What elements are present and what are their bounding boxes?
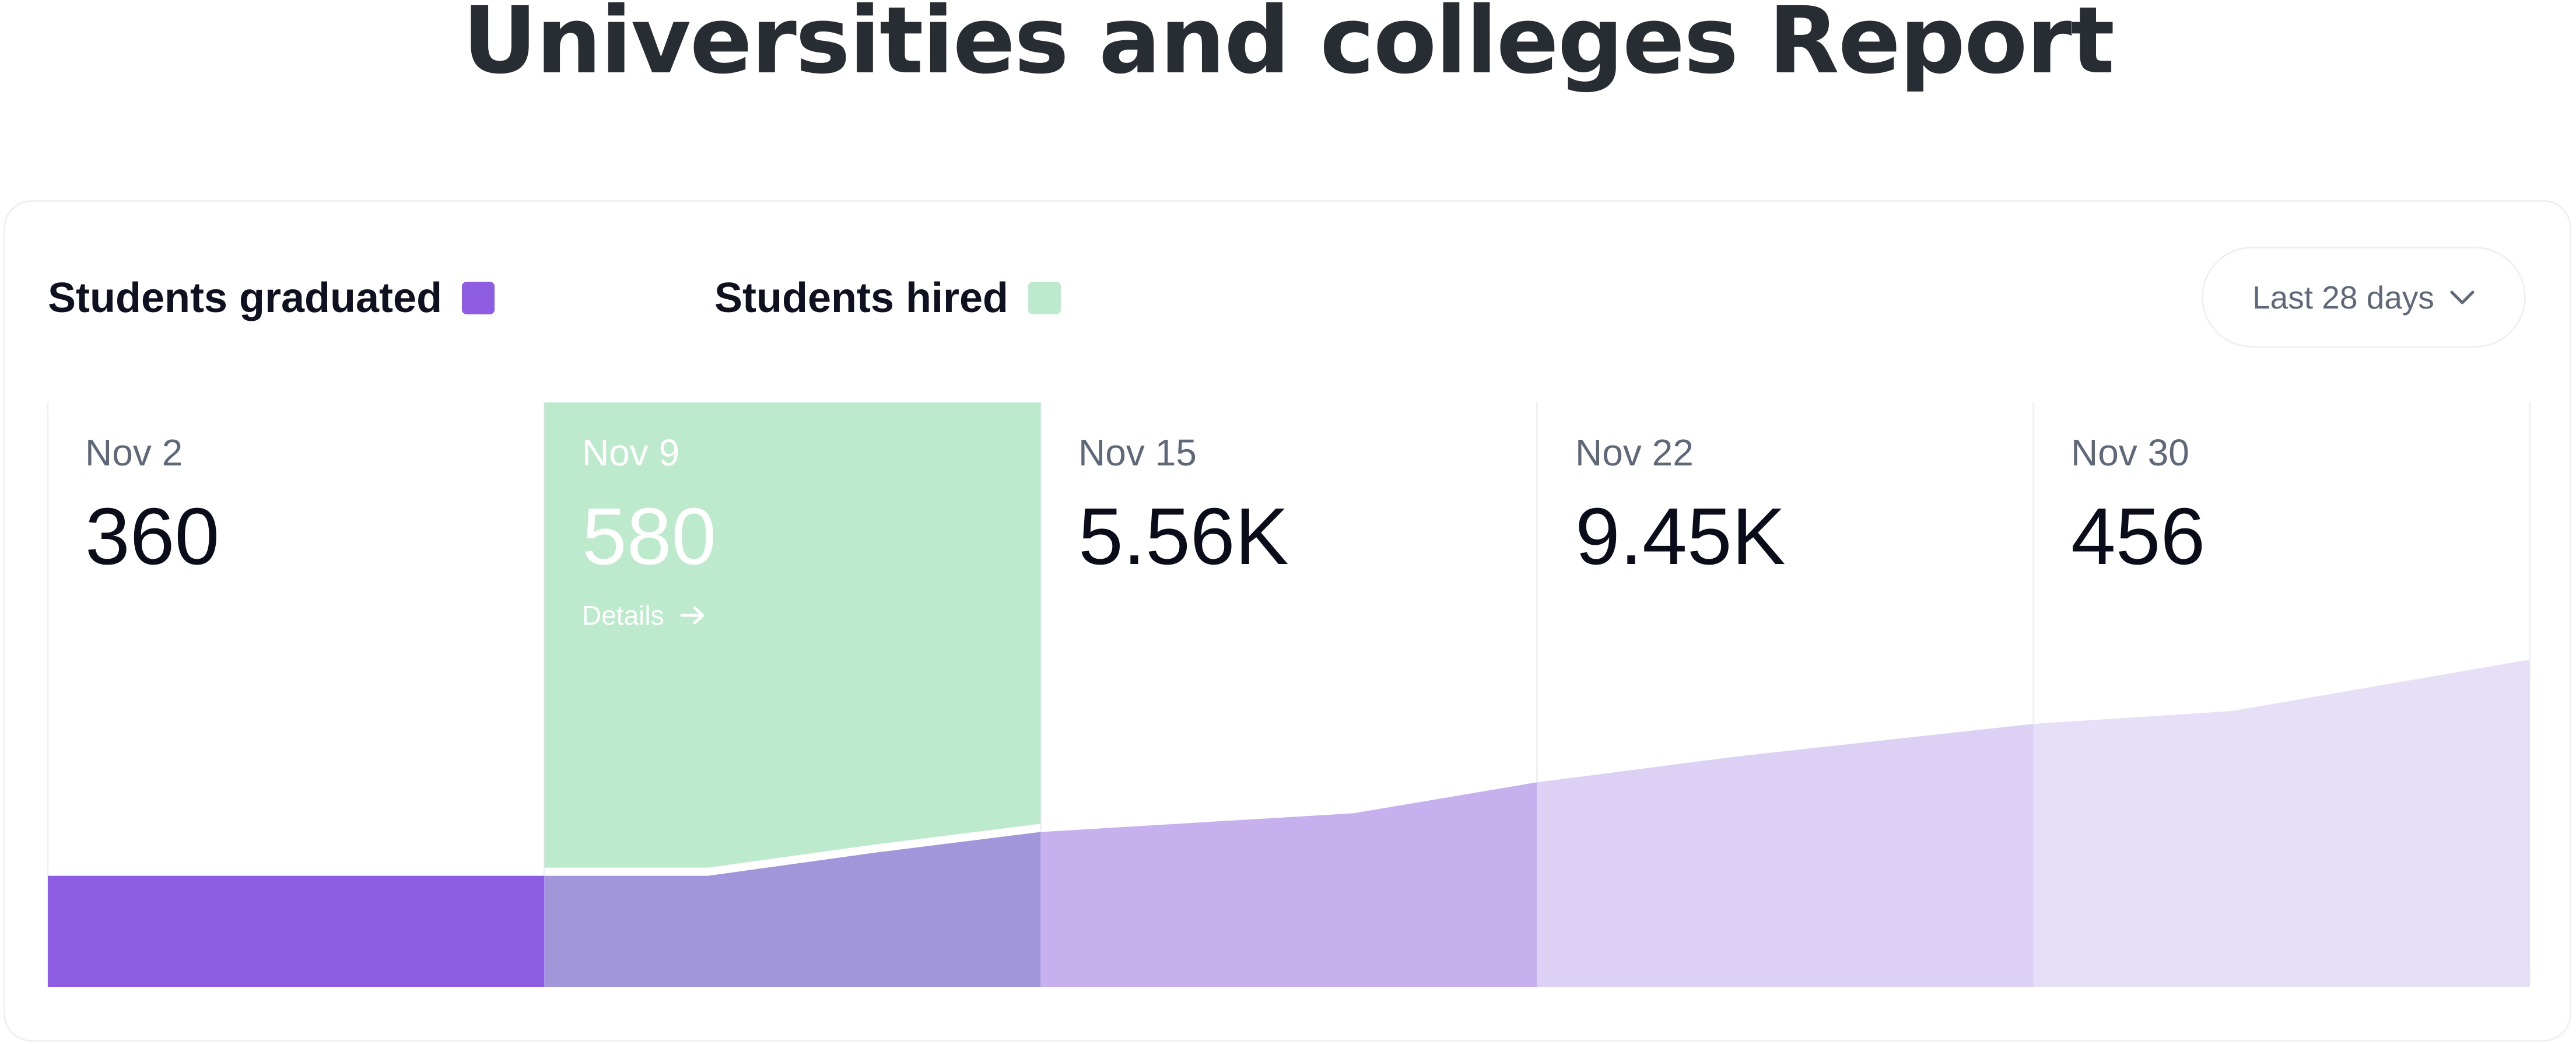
- details-link[interactable]: Details: [582, 600, 1002, 631]
- column-value: 456: [2071, 492, 2206, 581]
- column-date: Nov 9: [582, 432, 680, 474]
- legend-swatch-hired: [1028, 282, 1061, 314]
- column-value: 360: [85, 492, 220, 581]
- legend-item-hired: Students hired: [714, 274, 1061, 322]
- column-value: 580: [582, 492, 717, 581]
- date-range-label: Last 28 days: [2252, 279, 2434, 316]
- column-nov-2[interactable]: Nov 2 360: [85, 430, 505, 583]
- legend-label-graduated: Students graduated: [48, 275, 443, 321]
- arrow-right-icon: [680, 606, 705, 625]
- column-value: 9.45K: [1575, 492, 1786, 581]
- column-date: Nov 22: [1575, 432, 1694, 474]
- column-nov-15[interactable]: Nov 15 5.56K: [1078, 430, 1498, 583]
- column-date: Nov 30: [2071, 432, 2189, 474]
- chevron-down-icon: [2450, 290, 2475, 304]
- column-nov-22[interactable]: Nov 22 9.45K: [1575, 430, 1995, 583]
- details-label: Details: [582, 600, 664, 630]
- legend-item-graduated: Students graduated: [48, 274, 495, 322]
- column-date: Nov 15: [1078, 432, 1197, 474]
- column-value: 5.56K: [1078, 492, 1289, 581]
- date-range-select[interactable]: Last 28 days: [2202, 247, 2526, 348]
- column-nov-30[interactable]: Nov 30 456: [2071, 430, 2491, 583]
- legend-label-hired: Students hired: [714, 275, 1009, 321]
- legend-swatch-graduated: [462, 282, 495, 314]
- chart-card: [3, 200, 2571, 1042]
- column-nov-9[interactable]: Nov 9 580 Details: [582, 430, 1002, 631]
- column-date: Nov 2: [85, 432, 183, 474]
- report-title: Universities and colleges Report: [462, 0, 2115, 94]
